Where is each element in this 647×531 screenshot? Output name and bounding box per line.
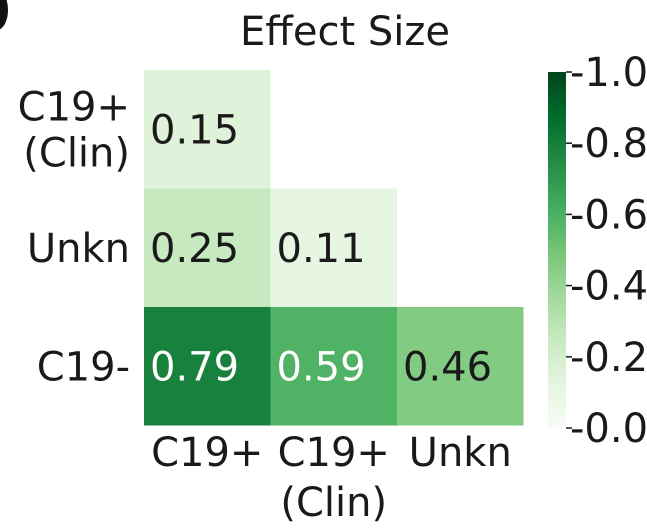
colorbar-tick-label: -0.4: [570, 264, 647, 310]
chart-title: Effect Size: [240, 9, 450, 55]
colorbar-tick-label: -1.0: [570, 50, 647, 96]
cell-value-label: 0.59: [277, 344, 366, 390]
y-tick-label: C19-: [37, 344, 130, 390]
cell-value-label: 0.15: [150, 107, 239, 153]
colorbar-tick-label: -0.0: [570, 406, 647, 452]
x-tick-label: C19+ (Clin): [278, 430, 390, 526]
heatmap-cells: 0.15 0.25 0.11 0.79 0.59 0.46: [144, 70, 524, 426]
heatmap-cell: [144, 188, 271, 307]
colorbar-tick-label: -0.2: [570, 335, 647, 381]
heatmap-cell: [397, 307, 524, 426]
cell-value-label: 0.11: [277, 226, 366, 272]
y-tick-label: Unkn: [27, 226, 130, 272]
colorbar-gradient: [548, 72, 566, 428]
x-tick-label: Unkn: [409, 430, 512, 476]
y-axis-labels: C19+ (Clin) Unkn C19-: [18, 84, 130, 390]
cell-value-label: 0.46: [403, 344, 492, 390]
heatmap-cell: [270, 307, 397, 426]
colorbar-tick-label: -0.8: [570, 121, 647, 167]
panel-label-mark: [0, 0, 8, 30]
y-tick-label: C19+ (Clin): [18, 84, 130, 176]
cell-value-label: 0.79: [150, 344, 239, 390]
heatmap-cell: [144, 307, 271, 426]
colorbar-tick-label: -0.6: [570, 192, 647, 238]
x-tick-label: C19+: [151, 430, 263, 476]
heatmap-cell: [270, 188, 397, 307]
x-axis-labels: C19+ C19+ (Clin) Unkn: [151, 430, 512, 526]
colorbar: -0.0 -0.2 -0.4 -0.6 -0.8 -1.0: [548, 50, 647, 452]
cell-value-label: 0.25: [150, 226, 239, 272]
heatmap-cell: [144, 70, 271, 189]
